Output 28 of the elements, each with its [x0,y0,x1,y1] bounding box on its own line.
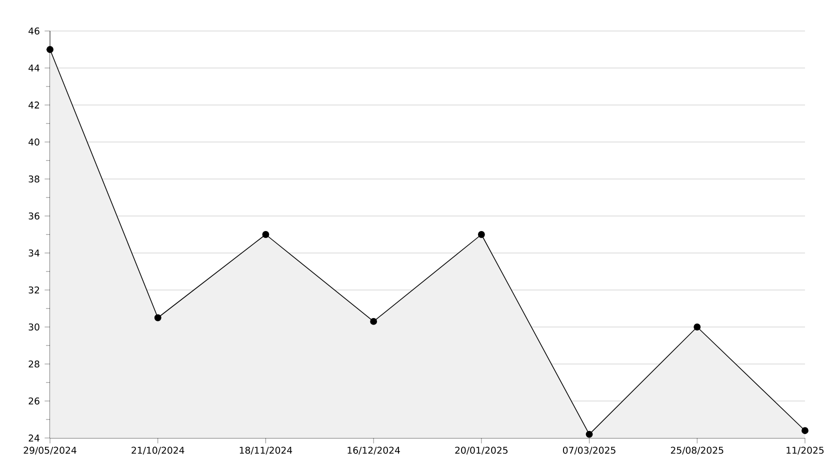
y-tick-label: 38 [28,175,40,183]
y-tick-label: 28 [28,360,40,368]
x-tick-label: 07/03/2025 [562,446,616,454]
y-tick-label: 32 [28,286,40,294]
y-tick-label: 26 [28,397,40,405]
point [586,430,593,438]
point [154,314,162,322]
x-tick-label: 16/12/2024 [348,446,400,454]
point [694,324,701,330]
y-tick-label: 46 [28,27,40,35]
x-tick-label: 29/05/2024 [24,446,76,454]
y-tick-label: 24 [28,434,40,442]
y-tick-label: 30 [28,323,40,331]
x-tick-label: 18/11/2024 [240,446,292,454]
point [46,46,54,53]
x-tick-label: 21/10/2024 [132,446,184,454]
x-tick-label: 11/2025 [786,446,824,454]
y-tick-label: 44 [28,64,40,72]
point [802,427,808,434]
point [370,318,378,325]
y-tick-label: 34 [28,249,40,257]
y-tick-label: 36 [28,212,40,220]
x-tick-label: 20/01/2025 [455,446,508,454]
y-tick-label: 40 [28,138,40,146]
x-tick-label: 25/08/2025 [670,446,724,454]
point [262,231,270,238]
y-tick-label: 42 [28,102,40,108]
point [478,231,485,238]
